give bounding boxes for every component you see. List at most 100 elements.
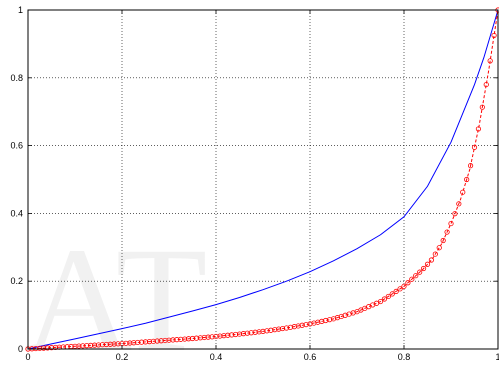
y-tick-label: 0.4: [10, 208, 23, 218]
series-2-point: [393, 288, 399, 294]
series-2-point: [150, 338, 156, 344]
series-2-point: [201, 334, 207, 341]
series-2-point: [138, 339, 145, 345]
series-2-point: [88, 342, 94, 348]
series-2-point: [409, 276, 415, 282]
y-tick-label: 0: [18, 344, 23, 354]
series-2-point: [397, 286, 403, 292]
x-tick-label: 0.4: [210, 352, 223, 362]
y-tick-label: 0.2: [10, 276, 23, 286]
series-2-point: [37, 345, 43, 351]
series-2-point: [448, 220, 454, 227]
series-2-point: [268, 327, 274, 333]
series-2-point: [154, 338, 160, 344]
series-2-point: [264, 328, 270, 334]
series-2-point: [276, 326, 282, 332]
series-2-point: [483, 81, 489, 88]
series-2-point: [115, 341, 121, 347]
series-2-point: [432, 251, 438, 257]
series-2-point: [225, 332, 231, 338]
series-2-point: [91, 342, 98, 348]
series-2-point: [491, 32, 497, 39]
series-2-point: [248, 330, 254, 336]
series-2-point: [420, 265, 427, 272]
series-2-point: [287, 324, 294, 330]
series-2-point: [456, 201, 462, 207]
series-2-point: [123, 340, 129, 346]
series-2-point: [475, 126, 482, 132]
series-2-point: [236, 331, 243, 337]
series-2-point: [417, 269, 423, 275]
series-2-point: [209, 334, 215, 340]
series-2-point: [135, 339, 141, 346]
series-2-point: [142, 339, 149, 345]
series-2-point: [48, 345, 55, 351]
series-2-point: [428, 257, 435, 263]
series-2-point: [256, 329, 262, 335]
series-2-point: [72, 343, 78, 349]
series-2-point: [467, 163, 474, 169]
series-2-point: [80, 343, 86, 349]
series-2-point: [99, 342, 106, 348]
series-2-point: [413, 273, 419, 279]
series-2-point: [244, 330, 250, 336]
series-2-point: [166, 337, 172, 343]
series-2-point: [405, 280, 411, 286]
series-2-point: [424, 261, 431, 267]
series-2-point: [107, 341, 113, 347]
series-2-point: [260, 328, 266, 334]
series-2-point: [158, 338, 164, 344]
series-2-point: [44, 345, 51, 351]
x-tick-label: 0.2: [116, 352, 129, 362]
series-2-point: [460, 189, 466, 195]
series-2-point: [252, 329, 258, 335]
series-2-point: [440, 237, 446, 244]
series-2-point: [111, 341, 117, 347]
series-line-2: [27, 9, 499, 350]
series-2-point: [103, 341, 109, 348]
series-2-point: [182, 336, 188, 342]
series-2-point: [232, 331, 239, 338]
y-tick-label: 0.8: [10, 73, 23, 83]
series-2-point: [299, 322, 305, 328]
series-2-point: [146, 338, 153, 345]
series-2-point: [487, 58, 493, 64]
y-tick-label: 0.6: [10, 141, 23, 151]
series-2-point: [205, 334, 211, 340]
ticks: 0 0.2 0.4 0.6 0.8 1 0 0.2 0.4 0.6 0.8 1: [10, 5, 499, 362]
series-line-1: [27, 9, 499, 350]
series-2-point: [389, 291, 395, 297]
series-2-point: [131, 340, 137, 346]
series-2-point: [377, 298, 384, 305]
series-2-point: [401, 283, 407, 289]
series-2-point: [52, 344, 59, 351]
plot-frame: [27, 9, 499, 350]
series-2-point: [84, 343, 90, 349]
series-2-point: [479, 104, 485, 110]
y-tick-label: 1: [18, 5, 23, 15]
series-2-point: [170, 337, 176, 343]
series-2-point: [240, 331, 247, 337]
series-2-point: [229, 332, 235, 338]
series-2-point: [279, 325, 286, 332]
series-2-point: [193, 335, 200, 341]
series-2-point: [381, 296, 388, 302]
watermark: AT: [24, 217, 207, 366]
series-2-point: [436, 245, 442, 251]
series-2-point: [189, 335, 196, 342]
x-tick-label: 1: [495, 352, 499, 362]
x-tick-label: 0.8: [398, 352, 411, 362]
series-2-point: [272, 327, 278, 333]
series-2-point: [217, 333, 223, 339]
series-2-point: [464, 176, 470, 183]
series-2-point: [452, 211, 458, 217]
series-2-point: [197, 335, 203, 341]
series-2-point: [213, 333, 219, 340]
series-2-point: [221, 333, 227, 339]
series-2-point: [174, 337, 180, 343]
x-tick-label: 0.6: [304, 352, 317, 362]
series-2-point: [127, 340, 133, 346]
series-2-point: [178, 336, 184, 342]
series-2-point: [185, 336, 192, 342]
